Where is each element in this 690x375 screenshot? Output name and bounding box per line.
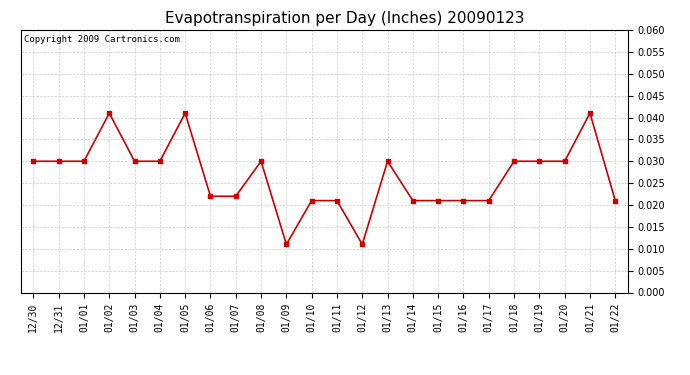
Text: Copyright 2009 Cartronics.com: Copyright 2009 Cartronics.com bbox=[23, 35, 179, 44]
Text: Evapotranspiration per Day (Inches) 20090123: Evapotranspiration per Day (Inches) 2009… bbox=[165, 11, 525, 26]
